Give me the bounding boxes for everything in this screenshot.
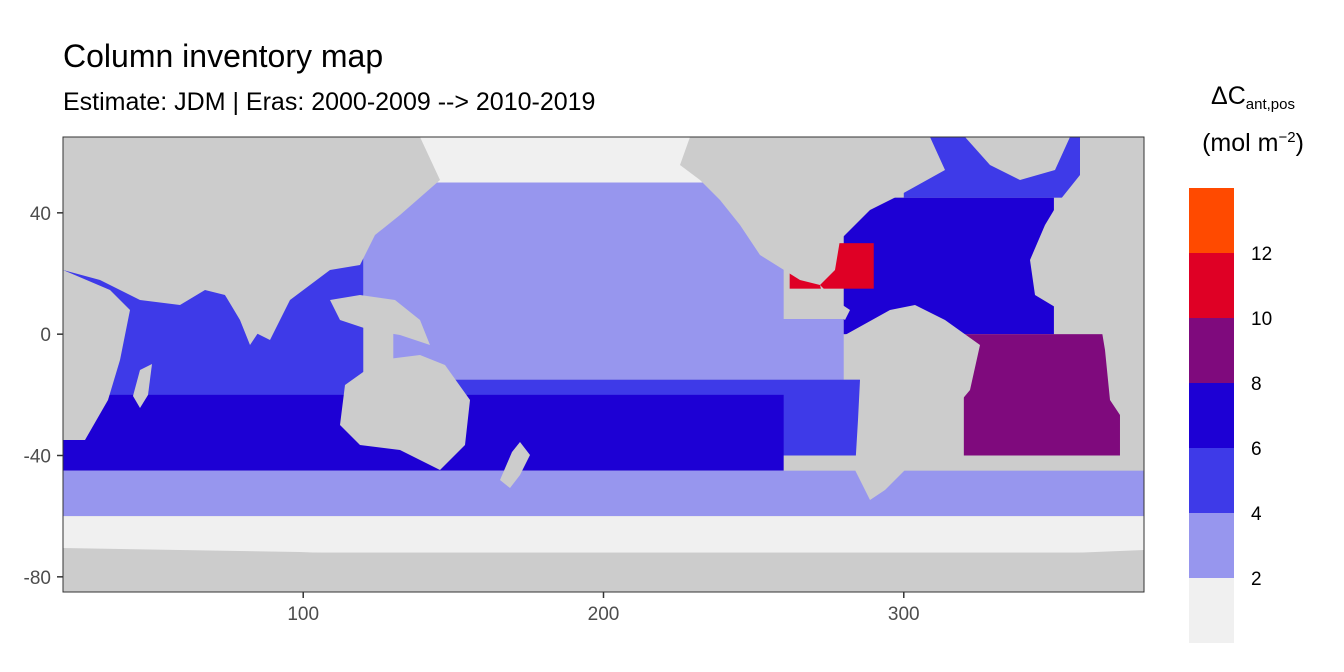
- y-tick-label: 40: [30, 204, 51, 225]
- x-tick-label: 200: [588, 604, 620, 625]
- region-cell: [843, 197, 1054, 335]
- legend-title: ΔCant,pos (mol m−2): [1182, 84, 1324, 156]
- chart-subtitle: Estimate: JDM | Eras: 2000-2009 --> 2010…: [63, 88, 596, 116]
- land-australia: [340, 355, 470, 470]
- region-cell: [363, 182, 784, 319]
- legend-unit-post: ): [1295, 129, 1304, 157]
- legend-title-main: ΔC: [1211, 82, 1246, 110]
- y-tick-label: 0: [40, 325, 51, 346]
- legend-unit-sup: −2: [1278, 129, 1296, 146]
- land-north-america: [680, 137, 945, 285]
- y-tick-label: -80: [24, 568, 51, 589]
- land-layer: [63, 137, 1144, 592]
- legend-swatch: [1189, 578, 1234, 643]
- land-europe-africa: [1030, 137, 1144, 440]
- legend-swatch: [1189, 253, 1234, 318]
- land-new-zealand: [500, 442, 530, 488]
- legend: 2 4 6 8 10 12: [1189, 188, 1272, 643]
- x-tick-label: 100: [287, 604, 319, 625]
- map-layer: [63, 137, 1144, 592]
- land-asia: [63, 137, 440, 340]
- land-madagascar: [133, 364, 152, 408]
- legend-break-label: 6: [1251, 439, 1262, 460]
- legend-break-label: 10: [1251, 309, 1272, 330]
- legend-swatch: [1189, 383, 1234, 448]
- land-southeast-asia-islands: [330, 295, 430, 345]
- land-greenland: [965, 137, 1070, 180]
- land-india: [225, 295, 260, 345]
- region-cell: [63, 470, 1144, 517]
- y-tick-label: -40: [24, 447, 51, 468]
- legend-break-label: 8: [1251, 374, 1262, 395]
- y-axis: 40 0 -40 -80: [24, 204, 63, 589]
- chart-title: Column inventory map: [63, 38, 384, 74]
- land-antarctica: [63, 548, 1144, 592]
- legend-break-label: 12: [1251, 244, 1272, 265]
- legend-unit-pre: (mol m: [1202, 129, 1279, 157]
- x-tick-label: 300: [888, 604, 920, 625]
- legend-swatch: [1189, 318, 1234, 383]
- region-cell: [963, 334, 1120, 456]
- x-axis: 100 200 300: [287, 592, 920, 625]
- land-south-america: [845, 305, 980, 500]
- legend-break-label: 2: [1251, 569, 1262, 590]
- legend-swatch: [1189, 448, 1234, 513]
- land-central-america: [820, 285, 850, 320]
- legend-title-sub: ant,pos: [1245, 96, 1295, 113]
- legend-swatch: [1189, 188, 1234, 253]
- legend-break-label: 4: [1251, 504, 1262, 525]
- land-africa: [63, 270, 130, 440]
- region-cell: [63, 516, 1144, 553]
- legend-swatch: [1189, 513, 1234, 578]
- region-cell: [393, 319, 844, 380]
